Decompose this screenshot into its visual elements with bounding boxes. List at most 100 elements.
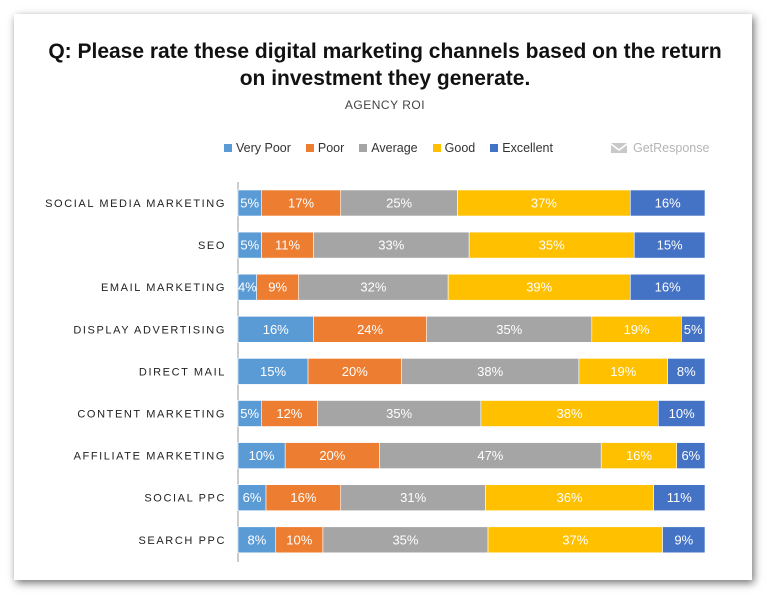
category-label-affiliate-marketing: AFFILIATE MARKETING: [74, 451, 226, 463]
bar-direct-mail-poor: [307, 358, 402, 385]
data-label-email-marketing-poor: 9%: [268, 280, 287, 295]
data-label-display-advertising-good: 19%: [624, 322, 650, 337]
category-label-display-advertising: DISPLAY ADVERTISING: [73, 324, 226, 336]
chart-title: Q: Please rate these digital marketing c…: [0, 38, 770, 92]
data-label-affiliate-marketing-good: 16%: [626, 448, 652, 463]
data-label-content-marketing-excellent: 10%: [669, 406, 695, 421]
bar-display-advertising-very-poor: [237, 315, 314, 343]
bar-display-advertising-average: [426, 315, 593, 343]
title-line-2: on investment they generate.: [239, 67, 531, 90]
data-label-seo-very-poor: 5%: [240, 238, 259, 253]
data-label-search-ppc-average: 35%: [392, 532, 418, 547]
bar-email-marketing-average: [298, 273, 449, 301]
data-label-direct-mail-good: 19%: [610, 364, 636, 379]
data-label-direct-mail-average: 38%: [477, 364, 503, 379]
data-label-social-ppc-very-poor: 6%: [243, 490, 262, 505]
bar-social-ppc-poor: [265, 484, 342, 512]
bar-email-marketing-excellent: [629, 273, 706, 301]
legend-swatch-good: [432, 144, 441, 152]
legend-item-average: Average: [359, 141, 418, 155]
bar-display-advertising-poor: [313, 315, 427, 343]
bar-social-ppc-excellent: [653, 484, 706, 512]
bar-content-marketing-poor: [261, 400, 318, 427]
category-label-search-ppc: SEARCH PPC: [138, 535, 226, 547]
data-label-email-marketing-very-poor: 4%: [238, 280, 257, 295]
data-label-direct-mail-very-poor: 15%: [260, 364, 286, 379]
bar-social-ppc-average: [340, 484, 486, 512]
data-label-search-ppc-excellent: 9%: [674, 532, 693, 547]
data-label-display-advertising-very-poor: 16%: [263, 322, 289, 337]
legend-swatch-very-poor: [224, 144, 232, 152]
data-label-email-marketing-excellent: 16%: [655, 280, 681, 295]
data-label-social-ppc-excellent: 11%: [667, 490, 692, 505]
data-label-social-media-marketing-poor: 17%: [288, 196, 314, 211]
legend-label-poor: Poor: [317, 141, 345, 155]
bar-direct-mail-average: [401, 358, 580, 385]
data-label-social-media-marketing-excellent: 16%: [655, 196, 681, 211]
legend-item-poor: Poor: [305, 141, 345, 155]
data-label-content-marketing-good: 38%: [557, 406, 583, 421]
legend-swatch-average: [359, 144, 368, 152]
legend-label-very-poor: Very Poor: [236, 141, 291, 155]
category-label-direct-mail: DIRECT MAIL: [139, 366, 226, 378]
bar-direct-mail-very-poor: [237, 358, 309, 385]
bar-social-media-marketing-average: [340, 189, 458, 217]
category-label-email-marketing: EMAIL MARKETING: [101, 282, 226, 294]
bar-direct-mail-good: [578, 358, 668, 385]
bar-email-marketing-good: [447, 273, 631, 301]
data-label-search-ppc-good: 37%: [562, 532, 588, 547]
legend-item-good: Good: [432, 141, 476, 155]
data-label-seo-excellent: 15%: [657, 238, 683, 253]
category-label-social-ppc: SOCIAL PPC: [144, 493, 226, 505]
bar-search-ppc-average: [322, 526, 489, 554]
brand-logo: GetResponse: [610, 141, 709, 155]
bar-affiliate-marketing-excellent: [676, 442, 706, 469]
data-label-social-media-marketing-good: 37%: [531, 196, 557, 211]
legend-swatch-excellent: [490, 144, 499, 152]
data-label-display-advertising-average: 35%: [496, 322, 522, 337]
data-label-affiliate-marketing-poor: 20%: [319, 448, 345, 463]
data-label-email-marketing-good: 39%: [526, 280, 552, 295]
legend-label-excellent: Excellent: [502, 141, 553, 155]
bar-content-marketing-average: [317, 400, 482, 427]
bar-seo-excellent: [633, 231, 706, 259]
data-label-affiliate-marketing-excellent: 6%: [681, 448, 700, 463]
bar-direct-mail-excellent: [667, 358, 706, 385]
bar-social-media-marketing-good: [457, 189, 631, 217]
bar-affiliate-marketing-very-poor: [237, 442, 286, 469]
data-label-search-ppc-poor: 10%: [286, 532, 312, 547]
data-label-email-marketing-average: 32%: [360, 280, 386, 295]
bar-seo-poor: [261, 231, 314, 259]
legend-item-excellent: Excellent: [490, 141, 553, 155]
data-label-seo-poor: 11%: [275, 238, 300, 253]
data-label-social-ppc-good: 36%: [557, 490, 583, 505]
bar-display-advertising-excellent: [681, 315, 706, 343]
data-label-seo-average: 33%: [378, 238, 404, 253]
chart-legend: Very Poor Poor Average Good Excellent: [224, 141, 568, 155]
data-label-social-media-marketing-average: 25%: [386, 196, 412, 211]
bar-content-marketing-excellent: [657, 400, 706, 427]
legend-label-average: Average: [371, 141, 418, 155]
bar-email-marketing-poor: [256, 273, 300, 301]
data-label-social-ppc-average: 31%: [400, 490, 426, 505]
category-label-content-marketing: CONTENT MARKETING: [77, 409, 226, 421]
data-label-content-marketing-very-poor: 5%: [240, 406, 259, 421]
bar-search-ppc-very-poor: [237, 526, 277, 554]
data-label-affiliate-marketing-average: 47%: [477, 448, 503, 463]
data-label-seo-good: 35%: [539, 238, 565, 253]
bar-affiliate-marketing-good: [600, 442, 677, 469]
legend-item-very-poor: Very Poor: [224, 141, 291, 155]
legend-swatch-poor: [305, 144, 314, 152]
bar-content-marketing-good: [480, 400, 659, 427]
bar-social-media-marketing-excellent: [629, 189, 706, 217]
bar-search-ppc-excellent: [662, 526, 706, 554]
bar-affiliate-marketing-average: [379, 442, 602, 469]
data-label-display-advertising-poor: 24%: [357, 322, 383, 337]
data-label-direct-mail-poor: 20%: [342, 364, 368, 379]
legend-label-good: Good: [444, 141, 476, 155]
title-line-1: Q: Please rate these digital marketing c…: [48, 40, 722, 63]
data-label-display-advertising-excellent: 5%: [684, 322, 703, 337]
bar-seo-good: [468, 231, 635, 259]
bar-seo-average: [313, 231, 470, 259]
